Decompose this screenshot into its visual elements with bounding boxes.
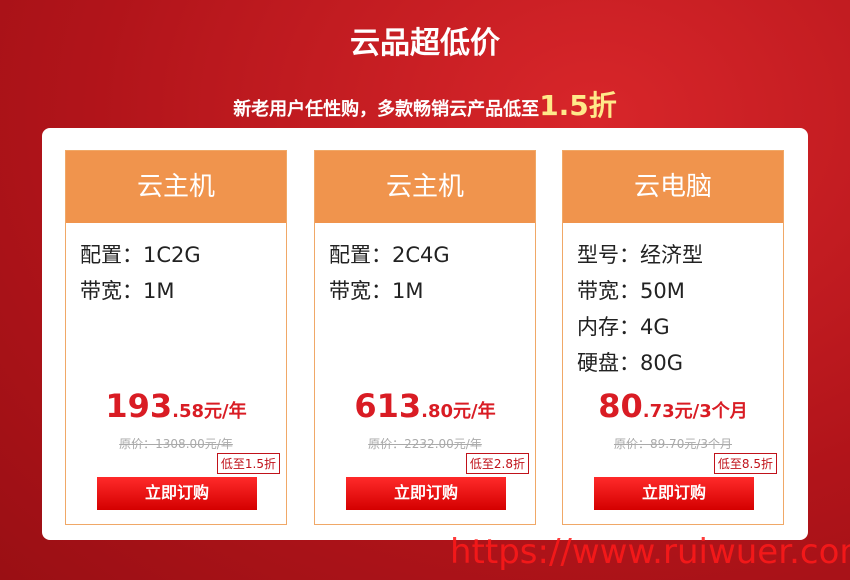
price-int: 193 (105, 387, 173, 425)
buy-now-button[interactable]: 立即订购 (97, 477, 257, 510)
buy-now-button[interactable]: 立即订购 (594, 477, 754, 510)
spec-line: 配置：1C2G (80, 243, 201, 267)
price: 613.80元/年 (315, 387, 535, 425)
subtitle-highlight: 1.5折 (539, 89, 617, 122)
spec-line: 带宽：1M (329, 279, 424, 303)
card-title: 云主机 (315, 151, 535, 223)
spec-line: 硬盘：80G (577, 351, 683, 375)
spec-line: 带宽：1M (80, 279, 175, 303)
card-title: 云电脑 (563, 151, 783, 223)
price-rest: .80元/年 (421, 401, 496, 422)
page-title: 云品超低价 (350, 26, 500, 61)
card-title: 云主机 (66, 151, 286, 223)
price-int: 613 (354, 387, 422, 425)
product-card: 云电脑 型号：经济型 带宽：50M 内存：4G 硬盘：80G 80.73元/3个月 原… (562, 150, 784, 525)
discount-badge: 低至8.5折 (713, 453, 777, 474)
discount-badge: 低至2.8折 (465, 453, 529, 474)
spec-list: 配置：2C4G 带宽：1M (315, 223, 535, 309)
original-price: 原价：89.70元/3个月 (613, 437, 733, 451)
subtitle-text: 新老用户任性购，多款畅销云产品低至 (233, 99, 540, 120)
spec-line: 带宽：50M (577, 279, 685, 303)
price: 80.73元/3个月 (563, 387, 783, 425)
price-rest: .73元/3个月 (642, 401, 748, 422)
price-rest: .58元/年 (172, 401, 247, 422)
original-price: 原价：2232.00元/年 (368, 437, 482, 451)
spec-line: 型号：经济型 (577, 243, 703, 267)
subtitle: 新老用户任性购，多款畅销云产品低至1.5折 (0, 84, 850, 124)
discount-badge: 低至1.5折 (216, 453, 280, 474)
spec-line: 配置：2C4G (329, 243, 450, 267)
price: 193.58元/年 (66, 387, 286, 425)
spec-line: 内存：4G (577, 315, 670, 339)
product-card: 云主机 配置：1C2G 带宽：1M 193.58元/年 原价：1308.00元/年… (65, 150, 287, 525)
original-price: 原价：1308.00元/年 (119, 437, 233, 451)
spec-list: 配置：1C2G 带宽：1M (66, 223, 286, 309)
price-int: 80 (598, 387, 643, 425)
spec-list: 型号：经济型 带宽：50M 内存：4G 硬盘：80G (563, 223, 783, 381)
product-card: 云主机 配置：2C4G 带宽：1M 613.80元/年 原价：2232.00元/年… (314, 150, 536, 525)
watermark: https://www.ruiwuer.com (450, 532, 850, 572)
buy-now-button[interactable]: 立即订购 (346, 477, 506, 510)
